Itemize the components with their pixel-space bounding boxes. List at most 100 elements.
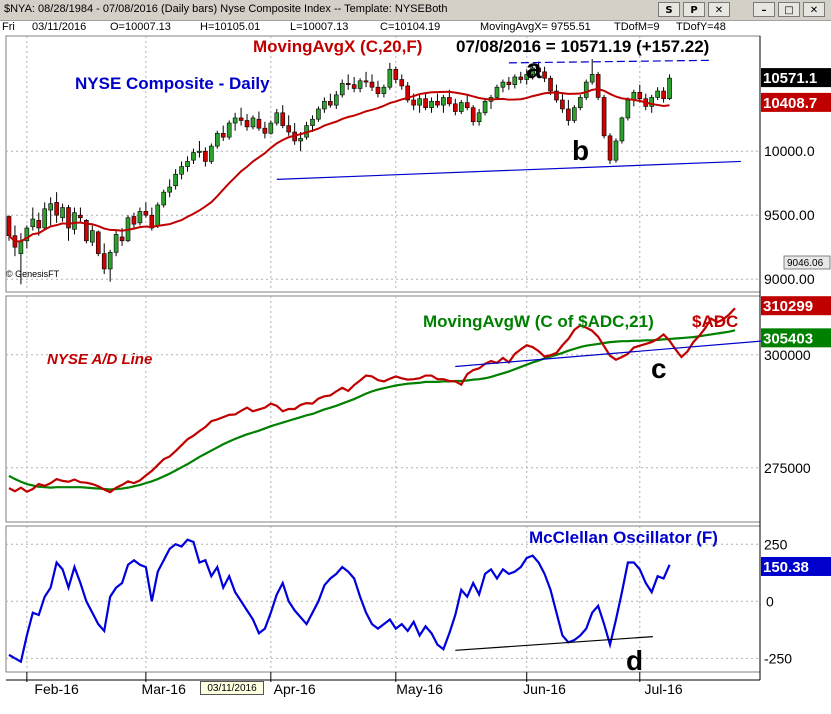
- candle-body: [107, 252, 113, 270]
- candle-body: [30, 218, 36, 228]
- panel-frame-1: [5, 35, 761, 293]
- panel-frame-3: [5, 525, 761, 673]
- x-axis-label: Feb-16: [34, 681, 79, 697]
- candle-body: [357, 80, 363, 89]
- readout-moving-average: MovingAvgX= 9755.51: [480, 21, 591, 33]
- candle-body: [244, 120, 250, 128]
- ad-ma-box: [761, 328, 831, 348]
- candle-body: [453, 103, 458, 112]
- candle-body: [667, 77, 672, 100]
- candle-body: [78, 214, 83, 219]
- ad-panel-title: NYSE A/D Line: [47, 351, 152, 368]
- candle-body: [155, 204, 161, 226]
- candle-body: [179, 166, 184, 175]
- copyright-label: © GenesisFT: [6, 269, 60, 279]
- candle-body: [185, 161, 190, 167]
- p-button[interactable]: P: [683, 2, 705, 17]
- candle-body: [375, 86, 381, 94]
- candle-body: [607, 135, 613, 161]
- candle-body: [482, 100, 488, 114]
- candle-body: [191, 152, 196, 161]
- readout-high: H=10105.01: [200, 21, 261, 33]
- candle-body: [143, 211, 149, 216]
- candle-body: [458, 102, 464, 112]
- maximize-button[interactable]: □: [778, 2, 800, 17]
- candle-body: [345, 83, 351, 85]
- candle-body: [476, 112, 482, 123]
- candle-body: [280, 112, 286, 126]
- close-chart-button[interactable]: ✕: [708, 2, 730, 17]
- minimize-button[interactable]: –: [753, 2, 775, 17]
- oscillator-y-tick: 250: [764, 536, 788, 552]
- candle-body: [60, 207, 65, 219]
- close-window-button[interactable]: ✕: [803, 2, 825, 17]
- candle-body: [298, 138, 303, 142]
- candle-body: [339, 83, 345, 96]
- oscillator-y-tick: -250: [764, 650, 792, 666]
- candle-body: [24, 227, 30, 242]
- last-close-label: 10571.1: [763, 70, 817, 87]
- x-axis-label: Apr-16: [274, 681, 316, 697]
- candle-body: [548, 77, 553, 92]
- trendline-d: [455, 636, 653, 651]
- candle-body: [167, 186, 172, 193]
- candle-body: [601, 97, 607, 137]
- candle-body: [399, 79, 405, 87]
- candle-body: [560, 99, 565, 110]
- candle-body: [369, 81, 375, 88]
- candle-body: [387, 68, 393, 88]
- readout-open: O=10007.13: [110, 21, 171, 33]
- window-title: $NYA: 08/28/1984 - 07/08/2016 (Daily bar…: [4, 3, 448, 15]
- candle-body: [470, 107, 476, 123]
- candle-body: [566, 108, 571, 121]
- readout-date: 03/11/2016: [32, 21, 87, 33]
- candle-body: [95, 231, 101, 254]
- date-tooltip: 03/11/2016: [200, 681, 264, 695]
- trendline-a: [508, 59, 712, 64]
- candle-body: [286, 125, 291, 133]
- candle-body: [6, 216, 12, 236]
- candle-body: [161, 191, 167, 206]
- candle-body: [333, 94, 339, 106]
- readout-day: Fri: [2, 21, 15, 33]
- ad-line: [8, 307, 736, 494]
- candle-body: [577, 97, 583, 108]
- candle-body: [441, 97, 446, 106]
- candle-body: [66, 207, 71, 229]
- candle-body: [619, 117, 625, 142]
- oscillator-y-tick: 0: [766, 593, 774, 609]
- candle-body: [583, 81, 589, 98]
- price-y-tick: 9500.00: [764, 207, 815, 223]
- candle-body: [262, 127, 268, 134]
- ad-moving-average-line: [8, 329, 736, 491]
- trendline-b: [276, 160, 741, 180]
- price-ma-box: [761, 92, 831, 112]
- trendline-c: [455, 340, 762, 368]
- candle-body: [435, 100, 440, 106]
- candle-body: [101, 253, 107, 270]
- last-close-box: [761, 68, 831, 88]
- candle-body: [209, 145, 214, 162]
- candle-body: [595, 74, 601, 98]
- candle-body: [494, 86, 500, 98]
- candle-body: [661, 90, 666, 100]
- candle-body: [72, 212, 77, 230]
- ad-symbol-label: $ADC: [692, 312, 738, 331]
- candle-body: [268, 122, 274, 134]
- candle-body: [250, 117, 256, 128]
- panel-frame-2: [5, 295, 761, 523]
- candle-body: [197, 150, 202, 153]
- candle-body: [381, 86, 387, 94]
- candle-body: [613, 140, 619, 161]
- candle-body: [232, 117, 238, 124]
- price-y-tick: 9000.00: [764, 271, 815, 287]
- candle-body: [655, 90, 660, 98]
- price-moving-average-line: [8, 88, 670, 243]
- candle-body: [18, 240, 24, 254]
- readout-tdofm: TDofM=9: [614, 21, 660, 33]
- candle-body: [90, 230, 95, 243]
- s-button[interactable]: S: [658, 2, 680, 17]
- candle-body: [518, 76, 524, 80]
